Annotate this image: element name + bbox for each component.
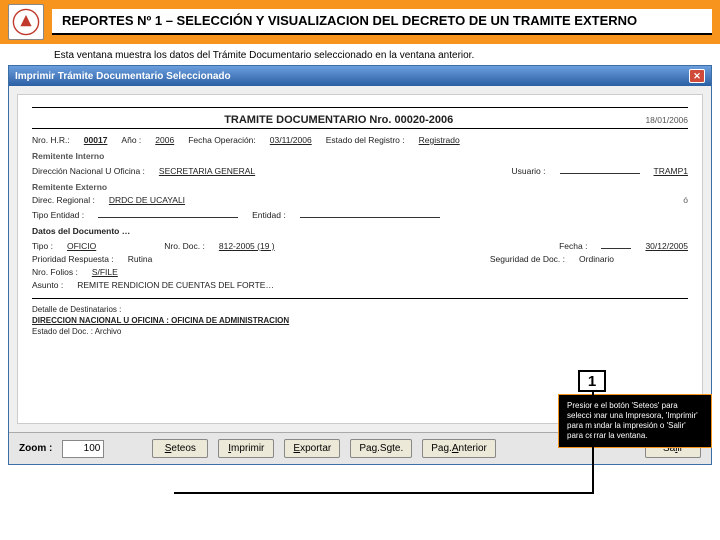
exportar-button[interactable]: Exportar xyxy=(284,439,340,458)
doc-title: TRAMITE DOCUMENTARIO Nro. 00020-2006 xyxy=(32,114,645,126)
anio-label: Año : xyxy=(121,135,141,145)
seteos-button[interactable]: Seteos xyxy=(152,439,208,458)
seguridad-label: Seguridad de Doc. : xyxy=(490,254,565,264)
dirreg-label: Direc. Regional : xyxy=(32,195,95,205)
dirnac-label: Dirección Nacional U Oficina : xyxy=(32,166,145,176)
pag-sgte-button[interactable]: Pag.Sgte. xyxy=(350,439,412,458)
prioridad-value: Rutina xyxy=(128,254,153,264)
dirreg-value: DRDC DE UCAYALI xyxy=(109,195,185,205)
detalle-est-label: Estado del Doc. : xyxy=(32,327,93,336)
nrodoc-value: 812-2005 (19 ) xyxy=(219,241,275,251)
tipo-label: Tipo : xyxy=(32,241,53,251)
close-button[interactable]: ✕ xyxy=(689,69,705,83)
zoom-input[interactable] xyxy=(62,440,104,458)
window-titlebar: Imprimir Trámite Documentario Selecciona… xyxy=(9,66,711,86)
detalle-h: Detalle de Destinatarios : xyxy=(32,305,688,314)
estado-label: Estado del Registro : xyxy=(326,135,405,145)
fecha-op-value: 03/11/2006 xyxy=(270,135,312,145)
remitente-externo-h: Remitente Externo xyxy=(32,182,688,192)
estado-value: Registrado xyxy=(419,135,460,145)
callout-number: 1 xyxy=(578,370,606,392)
fechadoc-value: 30/12/2005 xyxy=(645,241,688,251)
detalle-est-value: Archivo xyxy=(95,327,122,336)
imprimir-button[interactable]: Imprimir xyxy=(218,439,274,458)
folios-label: Nro. Folios : xyxy=(32,267,78,277)
callout-text: Presione el botón 'Seteos' para seleccio… xyxy=(558,394,712,448)
fecha-op-label: Fecha Operación: xyxy=(188,135,256,145)
doc-date-top: 18/01/2006 xyxy=(645,115,688,125)
asunto-label: Asunto : xyxy=(32,280,63,290)
fechadoc-label: Fecha : xyxy=(559,241,587,251)
usuario-value: TRAMP1 xyxy=(654,166,688,176)
seteos-rest: eteos xyxy=(171,443,195,454)
apostrophe: ó xyxy=(683,195,688,205)
datos-doc-h: Datos del Documento … xyxy=(32,226,688,236)
slide-subtitle: Esta ventana muestra los datos del Trámi… xyxy=(0,44,720,63)
folios-value: S/FILE xyxy=(92,267,118,277)
tipoent-label: Tipo Entidad : xyxy=(32,210,84,220)
logo xyxy=(8,4,44,40)
detalle-dir: DIRECCION NACIONAL U OFICINA : OFICINA D… xyxy=(32,316,688,325)
zoom-label: Zoom : xyxy=(19,443,52,454)
prioridad-label: Prioridad Respuesta : xyxy=(32,254,114,264)
seguridad-value: Ordinario xyxy=(579,254,614,264)
hr-label: Nro. H.R.: xyxy=(32,135,70,145)
nrodoc-label: Nro. Doc. : xyxy=(164,241,205,251)
usuario-label: Usuario : xyxy=(512,166,546,176)
tipo-value: OFICIO xyxy=(67,241,96,251)
entidad-label: Entidad : xyxy=(252,210,286,220)
pag-anterior-button[interactable]: Pag.Anterior xyxy=(422,439,496,458)
remitente-interno-h: Remitente Interno xyxy=(32,151,688,161)
slide-title: REPORTES Nº 1 – SELECCIÓN Y VISUALIZACIO… xyxy=(52,9,712,35)
window-title: Imprimir Trámite Documentario Selecciona… xyxy=(15,71,231,82)
hr-value: 00017 xyxy=(84,135,108,145)
slide-header: REPORTES Nº 1 – SELECCIÓN Y VISUALIZACIO… xyxy=(0,0,720,44)
asunto-value: REMITE RENDICION DE CUENTAS DEL FORTE… xyxy=(77,280,274,290)
dirnac-value: SECRETARIA GENERAL xyxy=(159,166,255,176)
callout-arrow-h xyxy=(174,492,594,494)
anio-value: 2006 xyxy=(155,135,174,145)
callout-arrow xyxy=(592,392,594,492)
close-icon: ✕ xyxy=(693,71,701,81)
